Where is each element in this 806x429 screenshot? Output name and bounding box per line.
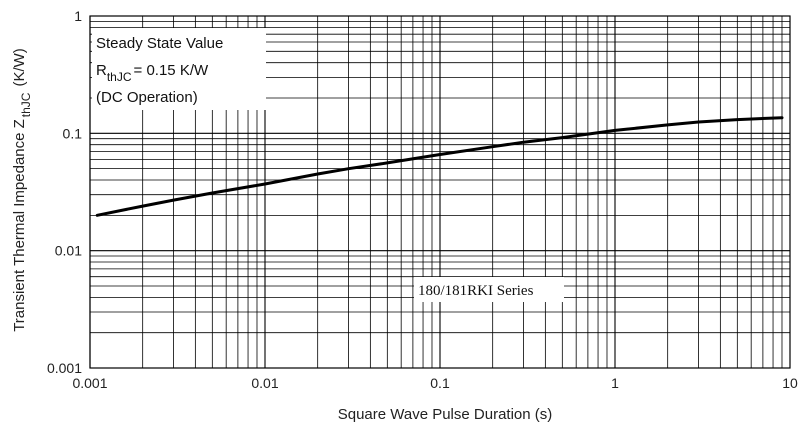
y-axis-title: Transient Thermal Impedance ZthJC(K/W) <box>11 48 33 332</box>
annotation-line-3: (DC Operation) <box>96 89 198 106</box>
x-tick-label: 0.1 <box>430 375 450 391</box>
annotation-line-2: RthJC = 0.15 K/W <box>96 62 209 84</box>
x-tick-label: 0.01 <box>251 375 278 391</box>
x-tick-label: 10 <box>782 375 798 391</box>
annotation-line-1: Steady State Value <box>96 35 223 52</box>
x-tick-label: 0.001 <box>72 375 107 391</box>
y-tick-label: 1 <box>74 8 82 24</box>
y-tick-label: 0.01 <box>55 243 82 259</box>
annotation-box <box>92 28 266 110</box>
plot-frame <box>89 15 791 369</box>
y-tick-label: 0.001 <box>47 360 82 376</box>
x-axis-title: Square Wave Pulse Duration (s) <box>338 406 553 423</box>
y-tick-label: 0.1 <box>63 125 83 141</box>
x-tick-label: 1 <box>611 375 619 391</box>
impedance-curve <box>95 116 784 217</box>
y-tick-labels: 0.001 0.01 0.1 1 <box>47 8 82 376</box>
series-label: 180/181RKI Series <box>418 283 534 299</box>
x-tick-labels: 0.001 0.01 0.1 1 10 <box>72 375 798 391</box>
series-label-box <box>414 277 564 302</box>
